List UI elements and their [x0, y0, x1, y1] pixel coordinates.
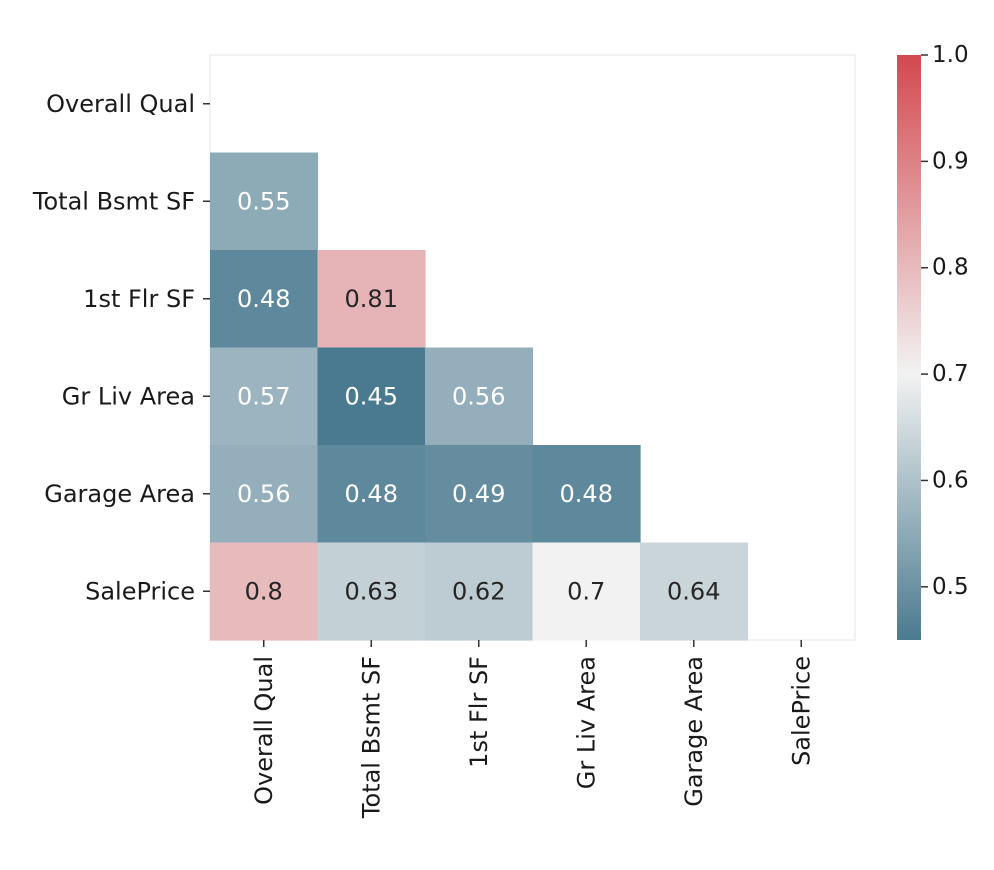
heatmap-cell	[317, 347, 426, 446]
cell-value-label: 0.56	[237, 480, 290, 508]
heatmap-cell	[317, 542, 426, 641]
heatmap-cell	[425, 347, 534, 446]
heatmap-cell	[210, 250, 319, 349]
x-tick-label: Garage Area	[680, 656, 708, 807]
cell-value-label: 0.62	[452, 577, 505, 605]
colorbar-tick-label: 1.0	[932, 42, 969, 68]
heatmap-cell-labels: 0.55 0.48 0.81 0.57 0.45 0.56 0.56 0.48 0.49 0.48…	[237, 187, 720, 605]
colorbar	[897, 55, 921, 640]
x-tick-label: Total Bsmt SF	[357, 656, 385, 819]
cell-value-label: 0.48	[560, 480, 613, 508]
x-tick-label: Gr Liv Area	[572, 656, 600, 789]
colorbar-tick-label: 0.8	[932, 255, 969, 281]
cell-value-label: 0.48	[237, 285, 290, 313]
heatmap-cell	[210, 347, 319, 446]
heatmap-cell	[425, 445, 534, 544]
colorbar-tick-label: 0.5	[932, 574, 969, 600]
cell-value-label: 0.55	[237, 187, 290, 215]
heatmap-cell	[640, 542, 749, 641]
heatmap-cell	[210, 542, 319, 641]
heatmap-cell	[532, 445, 641, 544]
heatmap-cell	[425, 542, 534, 641]
y-tick-label: Gr Liv Area	[62, 382, 195, 410]
heatmap-cell	[210, 152, 319, 251]
y-tick-label: Total Bsmt SF	[32, 187, 195, 215]
cell-value-label: 0.49	[452, 480, 505, 508]
heatmap-cell	[317, 445, 426, 544]
cell-value-label: 0.45	[345, 382, 398, 410]
cell-value-label: 0.81	[345, 285, 398, 313]
x-tick-label: SalePrice	[787, 656, 815, 766]
y-tick-label: Overall Qual	[46, 90, 195, 118]
colorbar-ticks: 0.5 0.6 0.7 0.8 0.9 1.0	[921, 42, 969, 600]
y-axis: Overall Qual Total Bsmt SF 1st Flr SF Gr Li…	[32, 90, 210, 605]
cell-value-label: 0.63	[345, 577, 398, 605]
y-tick-label: 1st Flr SF	[83, 285, 195, 313]
cell-value-label: 0.57	[237, 382, 290, 410]
cell-value-label: 0.7	[567, 577, 605, 605]
x-axis: Overall Qual Total Bsmt SF 1st Flr SF Gr Li…	[250, 640, 815, 819]
colorbar-tick-label: 0.7	[932, 361, 969, 387]
x-tick-label: Overall Qual	[250, 656, 278, 805]
colorbar-tick-label: 0.6	[932, 467, 969, 493]
y-tick-label: Garage Area	[44, 480, 195, 508]
cell-value-label: 0.48	[345, 480, 398, 508]
x-tick-label: 1st Flr SF	[465, 656, 493, 768]
cell-value-label: 0.64	[667, 577, 720, 605]
cell-value-label: 0.8	[245, 577, 283, 605]
y-tick-label: SalePrice	[85, 577, 195, 605]
heatmap-cell	[317, 250, 426, 349]
heatmap-cells	[210, 152, 749, 641]
heatmap-cell	[532, 542, 641, 641]
cell-value-label: 0.56	[452, 382, 505, 410]
heatmap-cell	[210, 445, 319, 544]
colorbar-tick-label: 0.9	[932, 148, 969, 174]
